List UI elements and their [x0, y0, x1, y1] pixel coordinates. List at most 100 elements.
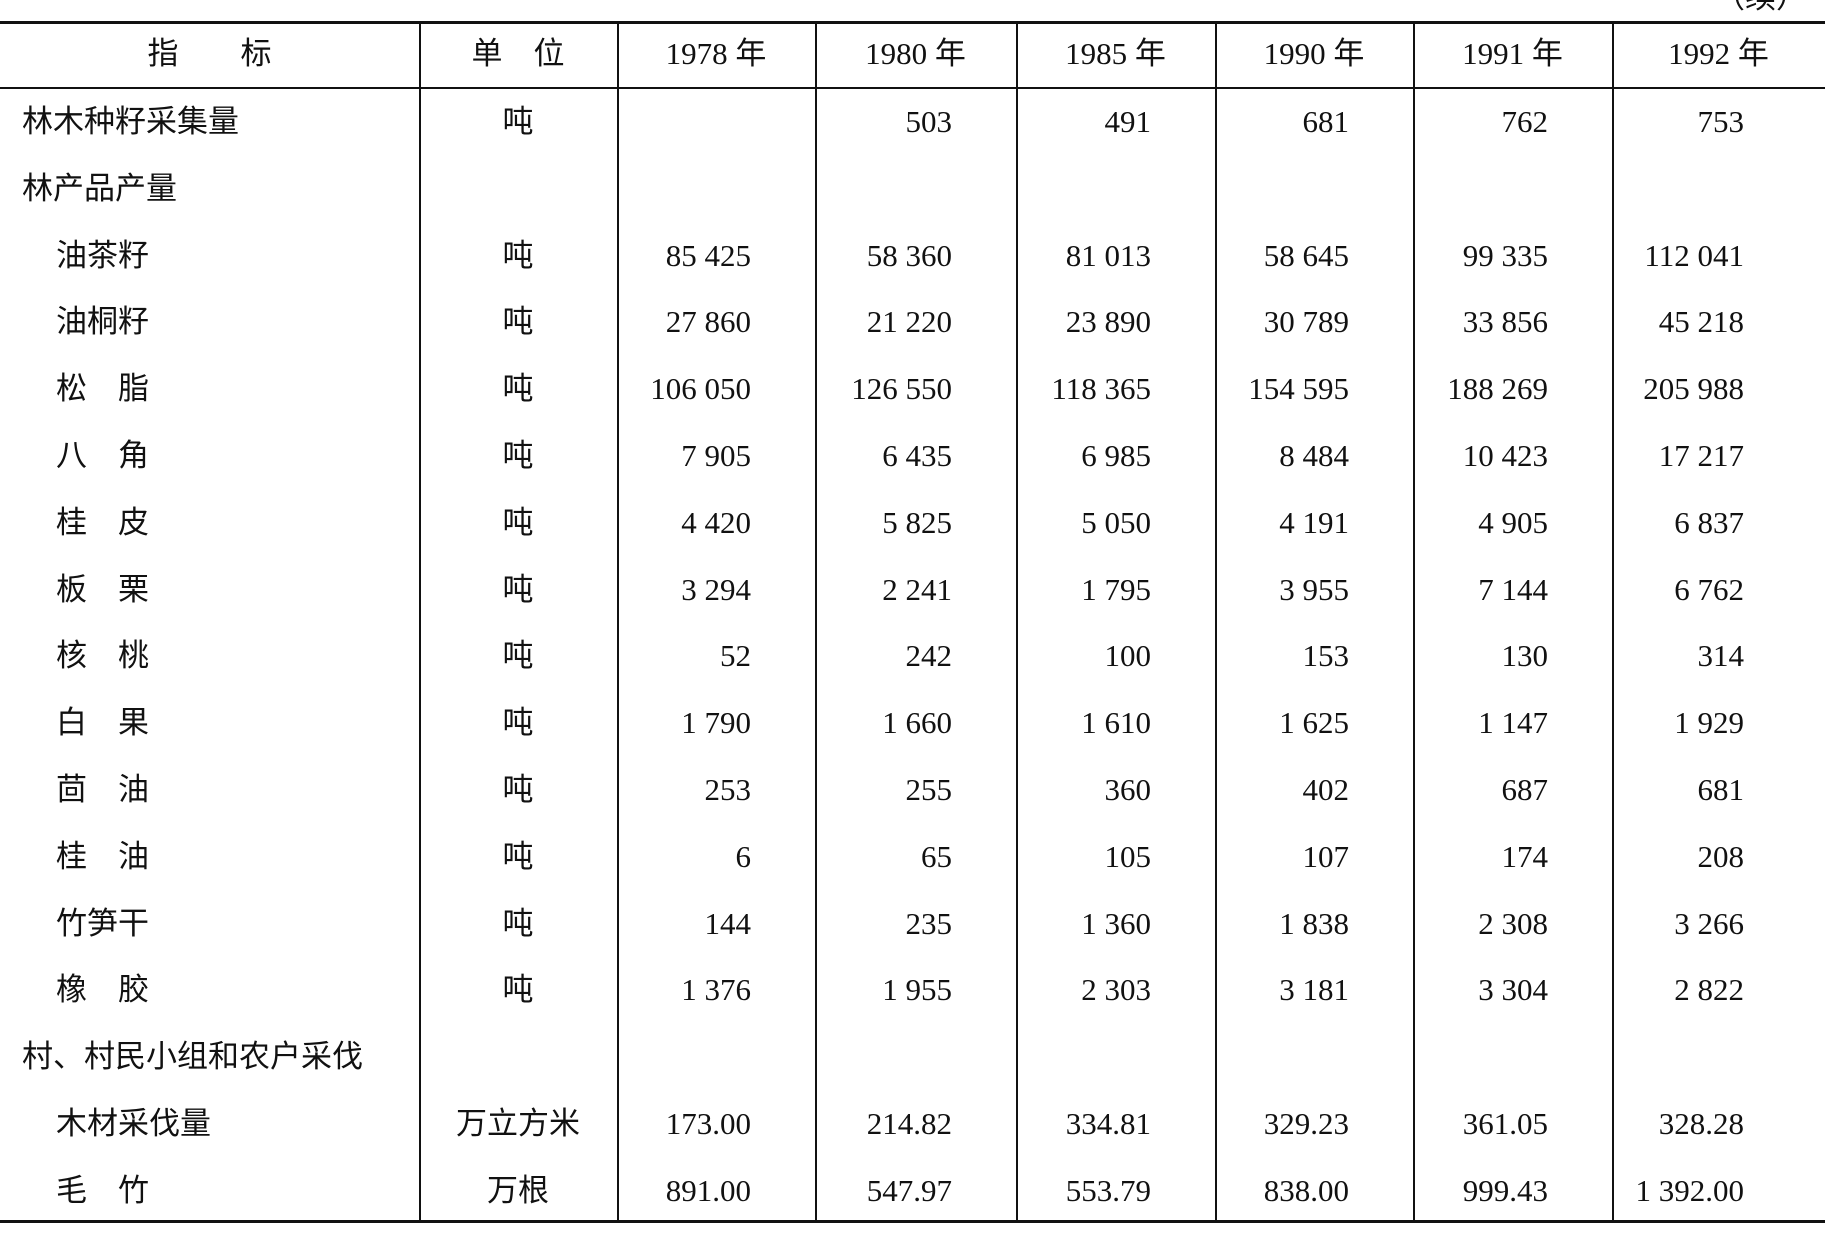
value-cell: 153: [1302, 638, 1350, 674]
value-cell: 999.43: [1462, 1172, 1548, 1208]
unit-cell: 万根: [487, 1172, 549, 1208]
value-cell: 2 308: [1478, 905, 1548, 941]
value-cell: 205 988: [1643, 371, 1744, 407]
unit-cell: 吨: [502, 304, 534, 340]
value-cell: 1 929: [1674, 705, 1744, 741]
value-cell: 3 304: [1478, 972, 1548, 1008]
value-cell: 3 181: [1279, 972, 1349, 1008]
unit-cell: 吨: [502, 905, 534, 941]
header-cell: 1990 年: [1263, 36, 1365, 71]
value-cell: 118 365: [1051, 371, 1151, 407]
unit-cell: 吨: [502, 972, 534, 1008]
value-cell: 112 041: [1644, 237, 1744, 273]
value-cell: 334.81: [1065, 1106, 1151, 1141]
row-label: 八 角: [56, 438, 149, 473]
row-label: 白 果: [56, 705, 149, 741]
value-cell: 107: [1302, 838, 1350, 874]
value-cell: 6 985: [1081, 438, 1151, 473]
top-rule: [0, 21, 1825, 24]
value-cell: 33 856: [1462, 304, 1548, 340]
value-cell: 1 360: [1081, 905, 1151, 941]
row-label: 核 桃: [56, 638, 149, 674]
header-rule: [0, 87, 1825, 89]
value-cell: 6: [735, 838, 752, 874]
header-cell: 1992 年: [1668, 36, 1769, 71]
value-cell: 503: [905, 104, 953, 139]
value-cell: 58 360: [866, 237, 952, 273]
value-cell: 1 610: [1081, 705, 1151, 741]
value-cell: 753: [1697, 104, 1745, 139]
value-cell: 2 303: [1081, 972, 1151, 1008]
value-cell: 1 838: [1279, 905, 1349, 941]
value-cell: 81 013: [1065, 237, 1151, 273]
value-cell: 3 266: [1674, 905, 1744, 941]
value-cell: 4 191: [1279, 504, 1349, 540]
unit-cell: 吨: [502, 838, 534, 874]
value-cell: 130: [1501, 638, 1549, 674]
value-cell: 173.00: [665, 1106, 751, 1141]
value-cell: 314: [1697, 638, 1745, 674]
value-cell: 23 890: [1065, 304, 1151, 340]
unit-cell: 万立方米: [456, 1106, 580, 1141]
value-cell: 7 905: [681, 438, 751, 473]
value-cell: 8 484: [1279, 438, 1349, 473]
value-cell: 235: [905, 905, 953, 941]
unit-cell: 吨: [502, 237, 534, 273]
value-cell: 52: [720, 638, 751, 674]
value-cell: 2 822: [1674, 972, 1744, 1008]
value-cell: 328.28: [1658, 1106, 1744, 1141]
column-rule: [419, 21, 421, 1220]
unit-cell: 吨: [502, 705, 534, 741]
unit-cell: 吨: [502, 638, 534, 674]
value-cell: 214.82: [866, 1106, 952, 1141]
row-label: 木材采伐量: [56, 1106, 211, 1141]
value-cell: 360: [1104, 772, 1152, 807]
unit-cell: 吨: [502, 772, 534, 807]
header-cell: 1985 年: [1065, 36, 1166, 71]
value-cell: 1 147: [1478, 705, 1548, 741]
value-cell: 547.97: [866, 1172, 952, 1208]
value-cell: 253: [704, 772, 752, 807]
value-cell: 402: [1302, 772, 1350, 807]
value-cell: 681: [1302, 104, 1350, 139]
header-cell: 指 标: [147, 36, 272, 71]
value-cell: 1 625: [1279, 705, 1349, 741]
value-cell: 208: [1697, 838, 1745, 874]
value-cell: 762: [1501, 104, 1549, 139]
value-cell: 188 269: [1447, 371, 1548, 407]
unit-cell: 吨: [502, 371, 534, 407]
section-label: 村、村民小组和农户采伐: [22, 1039, 363, 1075]
unit-cell: 吨: [502, 504, 534, 540]
value-cell: 45 218: [1658, 304, 1744, 340]
row-label: 林木种籽采集量: [22, 104, 239, 139]
value-cell: 58 645: [1263, 237, 1349, 273]
value-cell: 105: [1104, 838, 1152, 874]
value-cell: 491: [1104, 104, 1152, 139]
row-label: 松 脂: [56, 371, 149, 407]
value-cell: 144: [704, 905, 752, 941]
value-cell: 361.05: [1462, 1106, 1548, 1141]
column-rule: [1215, 21, 1217, 1220]
row-label: 茴 油: [56, 772, 149, 807]
row-label: 桂 皮: [56, 504, 149, 540]
value-cell: 6 762: [1674, 571, 1744, 607]
header-cell: 1991 年: [1462, 36, 1563, 71]
header-cell: 1980 年: [865, 36, 966, 71]
column-rule: [815, 21, 817, 1220]
column-rule: [617, 21, 619, 1220]
row-label: 桂 油: [56, 838, 149, 874]
column-rule: [1016, 21, 1018, 1220]
unit-cell: 吨: [502, 571, 534, 607]
value-cell: 10 423: [1462, 438, 1548, 473]
row-label: 毛 竹: [56, 1172, 149, 1208]
row-label: 油桐籽: [56, 304, 149, 340]
value-cell: 6 837: [1674, 504, 1744, 540]
value-cell: 1 376: [681, 972, 751, 1008]
value-cell: 553.79: [1065, 1172, 1151, 1208]
value-cell: 1 955: [882, 972, 952, 1008]
column-rule: [1413, 21, 1415, 1220]
value-cell: 3 294: [681, 571, 751, 607]
value-cell: 6 435: [882, 438, 952, 473]
value-cell: 1 790: [681, 705, 751, 741]
value-cell: 838.00: [1263, 1172, 1349, 1208]
